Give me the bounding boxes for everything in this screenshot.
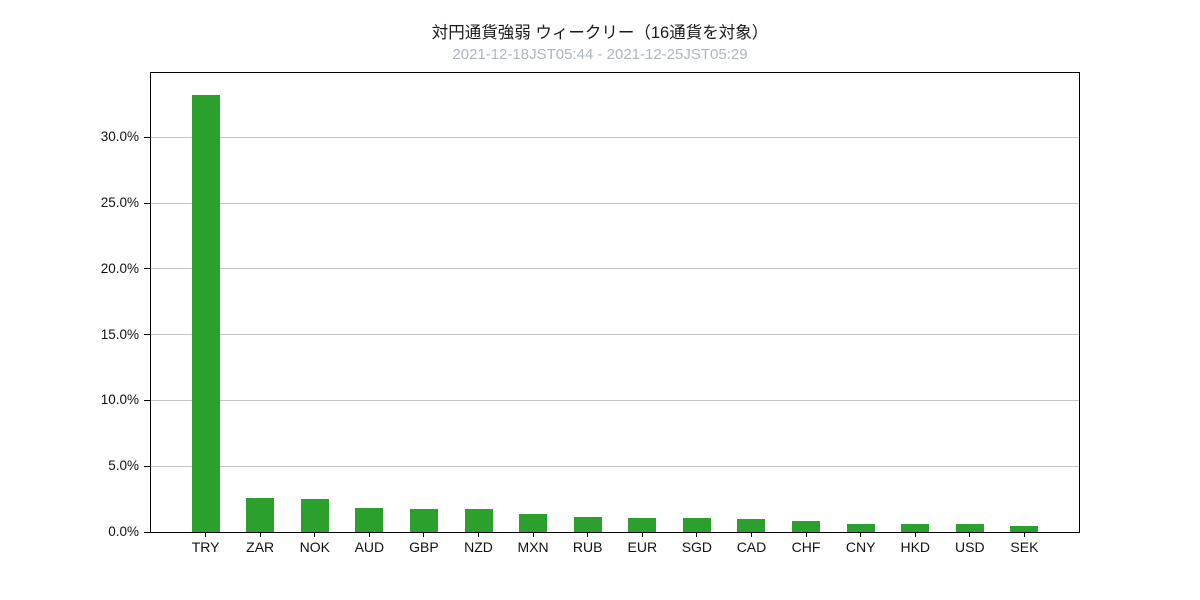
x-axis-tick [314,532,316,537]
y-axis-tick-label: 15.0% [100,326,139,342]
bar-CAD [737,518,766,532]
x-axis-tick [641,532,643,537]
x-axis-tick [368,532,370,537]
x-axis-tick-label-MXN: MXN [517,539,549,555]
chart-subtitle: 2021-12-18JST05:44 - 2021-12-25JST05:29 [452,46,748,63]
x-axis-tick [587,532,589,537]
y-axis-tick [144,334,150,336]
x-axis-tick-label-CHF: CHF [791,539,821,555]
x-axis-tick [259,532,261,537]
bar-NOK [300,498,329,532]
y-axis-tick [144,136,150,138]
bar-GBP [409,509,438,532]
plot-area: 0.0% 5.0% 10.0% 15.0% 20.0% 25.0% 30.0% TRY ZAR N… [101,72,1080,554]
x-axis-tick-label-RUB: RUB [572,539,603,555]
bar-TRY [191,95,220,532]
x-axis-tick [805,532,807,537]
x-axis-tick [914,532,916,537]
x-axis-tick-label-NZD: NZD [464,539,493,555]
y-axis-tick-label: 5.0% [108,458,139,474]
x-axis-tick [423,532,425,537]
bar-HKD [901,524,930,532]
x-axis-tick-label-AUD: AUD [354,539,385,555]
bar-CHF [792,520,821,532]
gridline-20pct [151,268,1079,270]
bar-NZD [464,509,493,532]
y-axis-tick [144,531,150,533]
y-axis-tick [144,399,150,401]
x-axis-tick-label-SEK: SEK [1010,539,1039,555]
bar-AUD [355,507,384,532]
bar-ZAR [246,497,275,532]
x-axis-tick [969,532,971,537]
bar-RUB [573,516,602,532]
y-axis-tick [144,268,150,270]
x-axis-tick-label-SGD: SGD [681,539,713,555]
x-axis-tick-label-HKD: HKD [900,539,931,555]
y-axis-tick-label: 10.0% [100,392,139,408]
bar-USD [955,524,984,532]
y-axis-tick-label: 25.0% [100,195,139,211]
x-axis-tick-label-ZAR: ZAR [246,539,275,555]
bar-MXN [519,513,548,532]
x-axis-tick-label-GBP: GBP [409,539,439,555]
gridline-30pct [151,136,1079,138]
y-axis-tick [144,202,150,204]
bar-CNY [846,523,875,532]
gridline-5pct [151,465,1079,467]
x-axis-tick [696,532,698,537]
x-axis-tick [478,532,480,537]
x-axis-tick-label-USD: USD [955,539,985,555]
chart-title: 対円通貨強弱 ウィークリー（16通貨を対象） [431,24,769,42]
x-axis-tick [532,532,534,537]
y-axis-tick-label: 30.0% [100,129,139,145]
x-axis-tick-label-TRY: TRY [191,539,220,555]
gridline-25pct [151,202,1079,204]
gridline-15pct [151,334,1079,336]
x-axis-tick-label-CNY: CNY [845,539,876,555]
x-axis-tick [1023,532,1025,537]
x-axis-tick-label-EUR: EUR [627,539,658,555]
bar-SEK [1010,525,1039,532]
x-axis-tick [205,532,207,537]
y-axis-tick [144,465,150,467]
y-axis-tick-label: 0.0% [108,524,139,539]
y-axis-tick-label: 20.0% [100,260,139,276]
gridline-10pct [151,399,1079,401]
x-axis-tick [860,532,862,537]
x-axis-tick-label-NOK: NOK [299,539,330,555]
bar-SGD [682,517,711,532]
bar-EUR [628,517,657,532]
x-axis-tick-label-CAD: CAD [736,539,767,555]
x-axis-tick [750,532,752,537]
